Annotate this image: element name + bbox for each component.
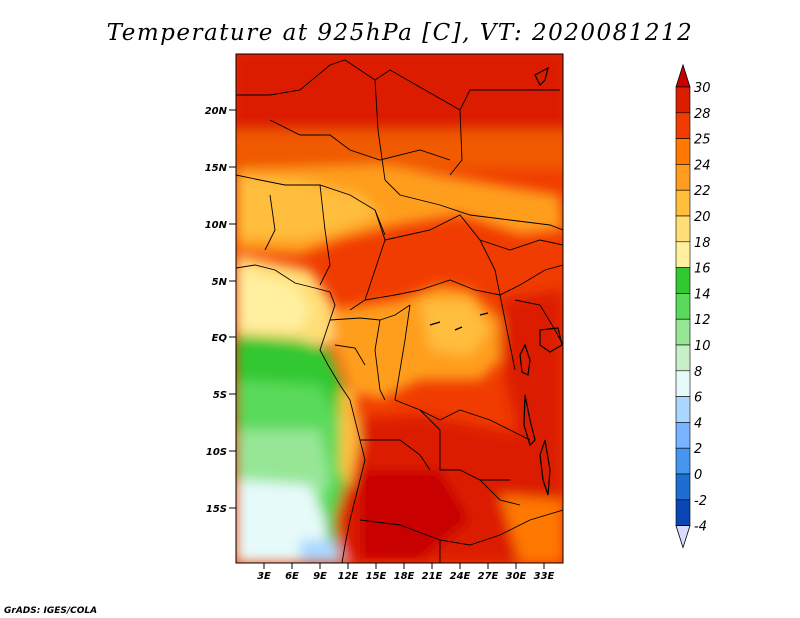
lat-label: 5N [212,277,228,288]
colorbar-label: 28 [694,107,711,122]
lon-label: 33E [534,571,555,582]
colorbar-label: 24 [694,158,711,173]
colorbar-segment [675,422,691,449]
colorbar-segment [675,267,691,294]
colorbar-label: 4 [694,416,702,431]
lat-label: 5S [213,390,227,401]
colorbar-label: 14 [694,287,711,302]
colorbar-segment [675,164,691,191]
colorbar-label: 8 [694,365,702,380]
colorbar-label: -2 [694,494,707,509]
colorbar-segment [675,396,691,423]
lon-label: 15E [366,571,387,582]
lon-label: 12E [338,571,359,582]
lat-label: 20N [205,106,228,117]
colorbar-top-triangle [675,63,691,88]
colorbar-label: 20 [694,210,711,225]
map-title: Temperature at 925hPa [C], VT: 202008121… [107,20,694,46]
lon-label: 9E [313,571,327,582]
political-boundaries [236,59,563,563]
colorbar-label: -4 [694,520,707,535]
longitude-axis: 3E 6E 9E 12E 15E 18E 21E 24E 27E 30E 33E [257,563,555,582]
colorbar-label: 25 [694,133,711,148]
lat-label: 10N [205,220,228,231]
colorbar-label: 10 [694,339,711,354]
colorbar-label: 2 [694,442,702,457]
colorbar-segment [675,318,691,346]
lat-label: 15N [205,163,228,174]
colorbar-segment [675,447,691,475]
colorbar-label: 16 [694,262,711,277]
colorbar-segment [675,241,691,268]
lat-label: EQ [212,333,228,344]
colorbar-segment [675,112,691,139]
lon-label: 30E [506,571,527,582]
colorbar-segment [675,499,691,526]
temperature-field [236,54,563,563]
colorbar-segment [675,215,691,243]
colorbar-segment [675,189,691,217]
colorbar-segment [675,138,691,165]
colorbar-segment [675,293,691,320]
grads-credit: GrADS: IGES/COLA [4,606,97,616]
lon-label: 27E [478,571,499,582]
latitude-axis: 20N 15N 10N 5N EQ 5S 10S 15S [205,106,236,515]
colorbar-label: 18 [694,236,711,251]
colorbar-segment [675,344,691,372]
lon-label: 21E [422,571,443,582]
colorbar-segment [675,473,691,501]
lon-label: 24E [450,571,471,582]
map-frame [235,53,564,564]
colorbar-label: 12 [694,313,711,328]
lon-label: 3E [257,571,271,582]
colorbar-label: 6 [694,391,702,406]
colorbar-label: 22 [694,184,711,199]
lat-label: 10S [206,447,227,458]
colorbar-label: 0 [694,468,702,483]
colorbar-bottom-triangle [675,525,691,549]
lat-label: 15S [206,504,227,515]
colorbar-segment [675,86,691,114]
lon-label: 6E [285,571,299,582]
colorbar-label: 30 [694,81,711,96]
lon-label: 18E [394,571,415,582]
colorbar-segment [675,370,691,397]
